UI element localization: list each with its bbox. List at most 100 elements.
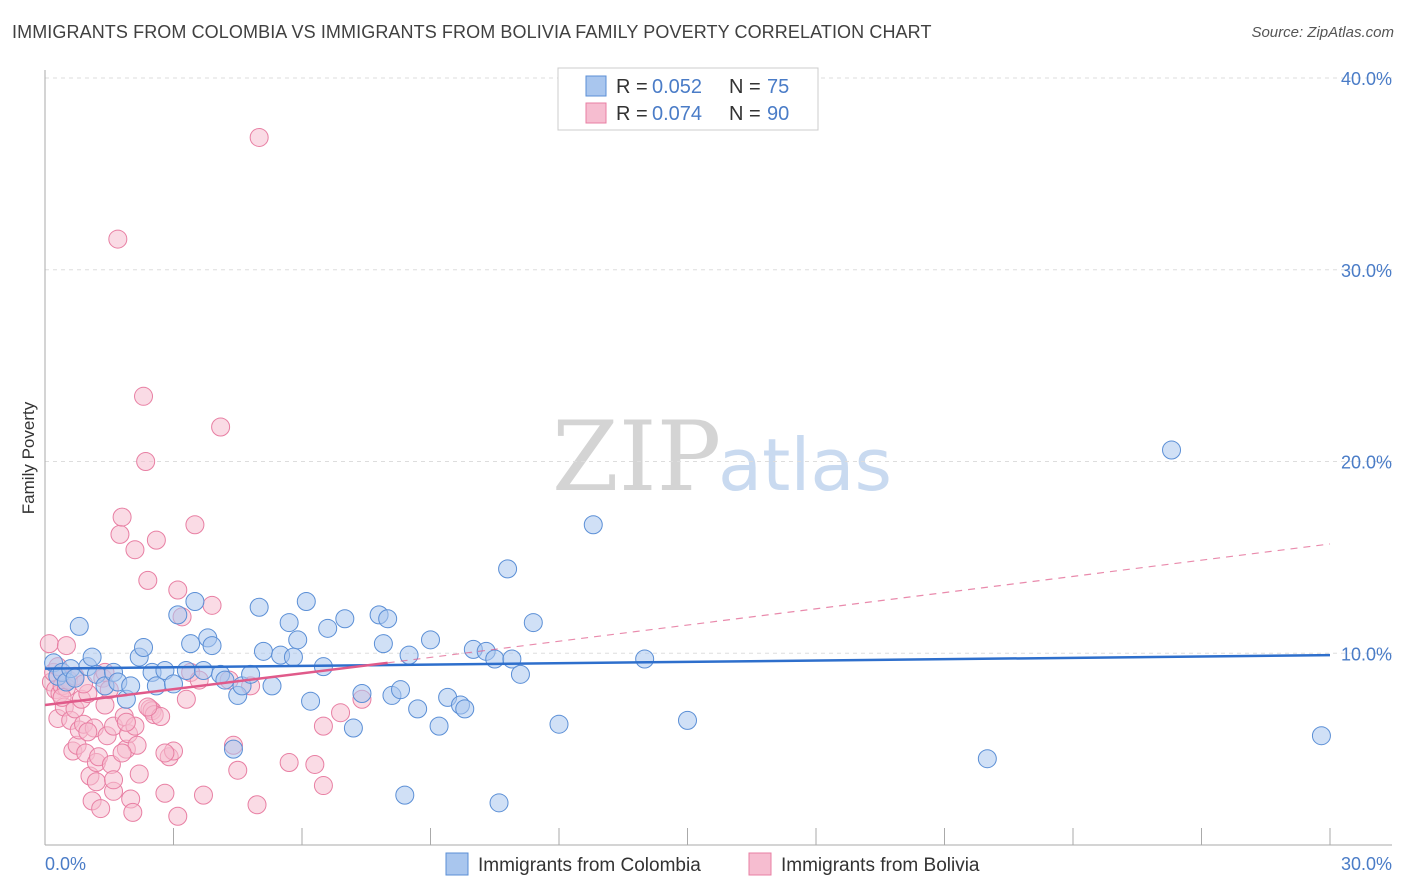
bolivia-point (313, 716, 333, 736)
colombia-point (318, 618, 338, 638)
data-points (39, 127, 1331, 826)
bolivia-point (279, 753, 299, 773)
bolivia-point (104, 770, 124, 790)
y-tick-labels: 10.0% 20.0% 30.0% 40.0% (1341, 69, 1392, 664)
colombia-point (421, 630, 440, 650)
bolivia-point (247, 795, 267, 815)
colombia-point (373, 634, 393, 654)
bottom-legend-swatch-colombia (445, 852, 469, 876)
bottom-legend-label-bolivia: Immigrants from Bolivia (781, 855, 980, 876)
colombia-point (395, 785, 415, 805)
colombia-point (202, 636, 222, 656)
colombia-point (391, 680, 411, 700)
bolivia-point (108, 229, 128, 249)
bolivia-point (138, 570, 158, 590)
legend-r-value-colombia: 0.052 (652, 76, 702, 98)
colombia-point (635, 649, 655, 669)
trend-lines (44, 543, 1331, 707)
bolivia-point (136, 452, 156, 471)
x-tick-label-max: 30.0% (1341, 854, 1392, 874)
colombia-point (485, 649, 505, 669)
legend-n-value-colombia: 75 (767, 76, 789, 98)
bolivia-point (155, 743, 175, 763)
colombia-point (335, 609, 355, 629)
colombia-point (262, 676, 282, 696)
bolivia-point (78, 722, 98, 742)
watermark: ZIP atlas (552, 401, 892, 513)
bolivia-point (146, 530, 166, 550)
colombia-point (253, 641, 273, 661)
bolivia-point (134, 386, 154, 406)
bolivia-point (116, 712, 136, 732)
trend-line-colombia (44, 653, 1331, 670)
bolivia-point (91, 799, 111, 819)
colombia-point (155, 661, 175, 681)
colombia-point (288, 630, 308, 650)
colombia-point (283, 647, 303, 667)
bolivia-point (331, 703, 351, 723)
bolivia-point (168, 580, 188, 600)
bolivia-point (193, 785, 213, 805)
y-tick-label: 40.0% (1341, 69, 1392, 89)
colombia-point (249, 597, 269, 617)
colombia-point (1162, 440, 1182, 460)
legend: R = 0.052 N = 75 R = 0.074 N = 90 (557, 67, 819, 131)
x-ticks (173, 828, 1331, 845)
colombia-point (583, 515, 603, 535)
colombia-point (429, 716, 449, 736)
trend-line-bolivia (44, 661, 388, 707)
colombia-point (193, 661, 213, 681)
colombia-point (185, 591, 205, 611)
bolivia-point (129, 764, 149, 784)
legend-n-value-bolivia: 90 (767, 103, 789, 125)
bolivia-point (176, 689, 196, 709)
bolivia-point (86, 772, 106, 792)
colombia-point (343, 718, 363, 738)
chart-title: IMMIGRANTS FROM COLOMBIA VS IMMIGRANTS F… (12, 22, 932, 42)
colombia-point (296, 591, 316, 611)
grid (45, 77, 1392, 654)
colombia-point (977, 749, 997, 769)
legend-swatch-colombia (585, 75, 607, 97)
y-axis-label: Family Poverty (19, 401, 38, 514)
legend-n-label-bolivia: N = (729, 103, 761, 125)
colombia-point (678, 710, 697, 730)
bolivia-point (125, 540, 145, 560)
watermark-atlas: atlas (718, 423, 892, 507)
colombia-point (121, 676, 141, 696)
bottom-legend: Immigrants from Colombia Immigrants from… (445, 852, 980, 876)
colombia-point (82, 647, 102, 667)
colombia-point (408, 699, 428, 719)
bolivia-point (185, 515, 205, 535)
colombia-point (69, 616, 89, 636)
bolivia-point (228, 760, 248, 780)
colombia-point (168, 605, 188, 625)
colombia-point (489, 793, 509, 813)
colombia-point (549, 714, 569, 734)
colombia-point (498, 559, 518, 579)
colombia-point (510, 664, 530, 684)
bolivia-point (123, 802, 143, 822)
bottom-legend-label-colombia: Immigrants from Colombia (478, 855, 701, 876)
trend-line-bolivia-extension (387, 543, 1331, 664)
bolivia-point (305, 754, 325, 774)
axes (44, 70, 1392, 846)
colombia-point (523, 613, 543, 633)
bolivia-point (211, 417, 231, 437)
bolivia-point (112, 743, 132, 763)
legend-n-label-colombia: N = (729, 76, 761, 98)
colombia-point (279, 613, 299, 633)
colombia-point (352, 684, 372, 704)
watermark-zip: ZIP (552, 401, 721, 513)
colombia-point (215, 670, 235, 690)
bolivia-point (39, 634, 59, 654)
bolivia-point (127, 735, 147, 755)
legend-swatch-bolivia (585, 102, 607, 124)
colombia-point (301, 691, 321, 711)
legend-r-label-colombia: R = (616, 76, 648, 98)
bolivia-point (56, 636, 76, 656)
colombia-point (181, 634, 201, 654)
colombia-point (378, 609, 398, 629)
bolivia-point (202, 595, 222, 615)
